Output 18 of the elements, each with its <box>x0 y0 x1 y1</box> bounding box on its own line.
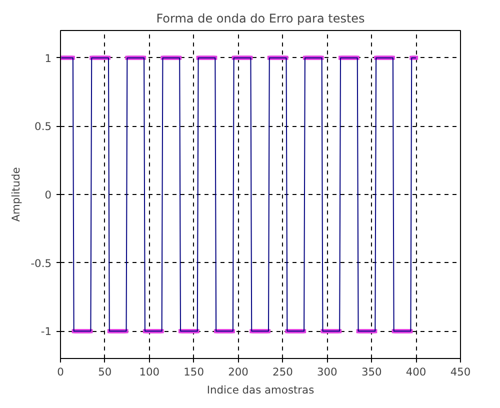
y-tick-label: -1 <box>40 325 52 338</box>
x-axis-title: Indice das amostras <box>206 384 315 396</box>
x-tick-label: 50 <box>98 366 112 378</box>
x-tick-label: 100 <box>139 366 160 378</box>
x-tick-label: 150 <box>184 366 204 378</box>
y-tick-label: -0.5 <box>30 256 52 270</box>
chart-title: Forma de onda do Erro para testes <box>156 12 365 26</box>
y-axis-title: Amplitude <box>10 167 23 222</box>
x-tick-label: 400 <box>406 366 426 378</box>
y-tick-label: 1 <box>44 52 52 65</box>
x-tick-label: 0 <box>57 366 64 378</box>
x-tick-label: 250 <box>272 366 294 378</box>
x-tick-label: 350 <box>361 366 382 378</box>
x-tick-label: 200 <box>228 366 249 378</box>
x-tick-label: 450 <box>450 366 471 378</box>
x-tick-label: 300 <box>316 366 338 378</box>
y-tick-label: 0.5 <box>34 120 52 134</box>
y-tick-label: 0 <box>44 188 52 202</box>
